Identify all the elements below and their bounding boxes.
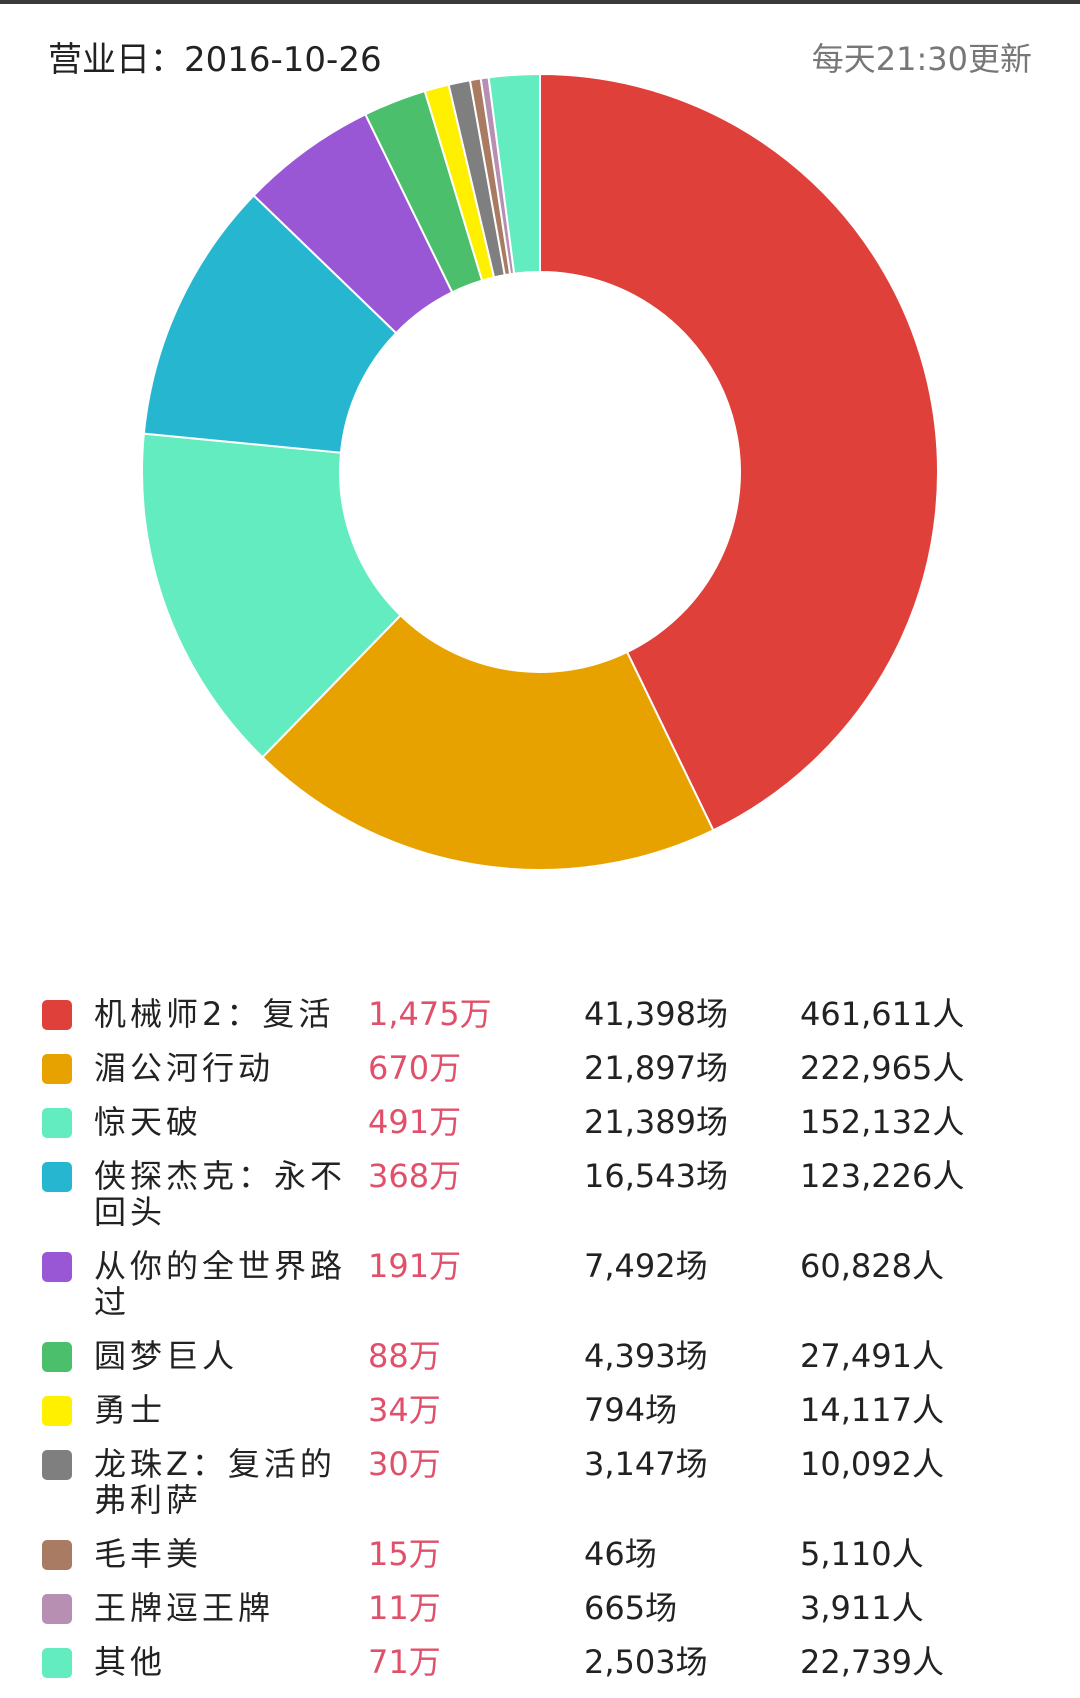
box-office-unit: 万 xyxy=(408,1391,441,1429)
box-office-unit: 万 xyxy=(408,1337,441,1375)
legend-row[interactable]: 毛丰美 15万 46场 5,110人 xyxy=(0,1536,1080,1572)
box-office-number: 71 xyxy=(368,1643,409,1681)
movie-name: 其他 xyxy=(94,1643,167,1681)
movie-name: 机械师2：复活 xyxy=(94,995,335,1033)
box-office-unit: 万 xyxy=(408,1643,441,1681)
screenings-count: 46场 xyxy=(584,1535,657,1573)
legend-swatch xyxy=(42,1054,72,1084)
box-office-number: 491 xyxy=(368,1103,430,1141)
screenings-count: 794场 xyxy=(584,1391,678,1429)
donut-slice[interactable] xyxy=(487,72,541,275)
attendance-count: 461,611人 xyxy=(800,995,965,1033)
box-office-unit: 万 xyxy=(429,1247,462,1285)
donut-slice[interactable] xyxy=(142,194,398,454)
box-office-number: 11 xyxy=(368,1589,409,1627)
attendance-count: 5,110人 xyxy=(800,1535,924,1573)
screenings-count: 16,543场 xyxy=(584,1157,728,1195)
box-office-unit: 万 xyxy=(408,1589,441,1627)
box-office-unit: 万 xyxy=(408,1535,441,1573)
screenings-count: 4,393场 xyxy=(584,1337,708,1375)
screenings-count: 2,503场 xyxy=(584,1643,708,1681)
legend-swatch xyxy=(42,1396,72,1426)
attendance-count: 222,965人 xyxy=(800,1049,965,1087)
attendance-count: 152,132人 xyxy=(800,1103,965,1141)
movie-name: 龙珠Z：复活的弗利萨 xyxy=(94,1445,336,1519)
attendance-count: 22,739人 xyxy=(800,1643,944,1681)
legend-row[interactable]: 侠探杰克：永不回头 368万 16,543场 123,226人 xyxy=(0,1158,1080,1230)
screenings-count: 665场 xyxy=(584,1589,678,1627)
screenings-count: 21,389场 xyxy=(584,1103,728,1141)
legend-row[interactable]: 惊天破 491万 21,389场 152,132人 xyxy=(0,1104,1080,1140)
attendance-count: 14,117人 xyxy=(800,1391,944,1429)
box-office-number: 670 xyxy=(368,1049,430,1087)
legend-row[interactable]: 龙珠Z：复活的弗利萨 30万 3,147场 10,092人 xyxy=(0,1446,1080,1518)
update-schedule: 每天21:30更新 xyxy=(811,40,1032,78)
donut-slice[interactable] xyxy=(261,613,715,871)
legend-swatch xyxy=(42,1540,72,1570)
legend-swatch xyxy=(42,1000,72,1030)
box-office-value: 191万 xyxy=(368,1248,461,1284)
box-office-value: 1,475万 xyxy=(368,996,492,1032)
box-office-number: 88 xyxy=(368,1337,409,1375)
legend-row[interactable]: 圆梦巨人 88万 4,393场 27,491人 xyxy=(0,1338,1080,1374)
box-office-number: 30 xyxy=(368,1445,409,1483)
legend-row[interactable]: 机械师2：复活 1,475万 41,398场 461,611人 xyxy=(0,996,1080,1032)
movie-name: 勇士 xyxy=(94,1391,167,1429)
legend-swatch xyxy=(42,1648,72,1678)
attendance-count: 3,911人 xyxy=(800,1589,924,1627)
screenings-count: 21,897场 xyxy=(584,1049,728,1087)
movie-name: 湄公河行动 xyxy=(94,1049,275,1087)
legend-row[interactable]: 王牌逗王牌 11万 665场 3,911人 xyxy=(0,1590,1080,1626)
movie-name: 圆梦巨人 xyxy=(94,1337,239,1375)
attendance-count: 60,828人 xyxy=(800,1247,944,1285)
movie-name: 侠探杰克：永不回头 xyxy=(94,1157,347,1231)
legend-swatch xyxy=(42,1108,72,1138)
legend-row[interactable]: 其他 71万 2,503场 22,739人 xyxy=(0,1644,1080,1680)
attendance-count: 123,226人 xyxy=(800,1157,965,1195)
donut-slice[interactable] xyxy=(539,72,939,832)
box-office-value: 11万 xyxy=(368,1590,441,1626)
legend: 机械师2：复活 1,475万 41,398场 461,611人 湄公河行动 670万 21,… xyxy=(0,996,1080,1698)
box-office-value: 368万 xyxy=(368,1158,461,1194)
screenings-count: 3,147场 xyxy=(584,1445,708,1483)
box-office-value: 71万 xyxy=(368,1644,441,1680)
legend-row[interactable]: 勇士 34万 794场 14,117人 xyxy=(0,1392,1080,1428)
screenings-count: 7,492场 xyxy=(584,1247,708,1285)
box-office-number: 34 xyxy=(368,1391,409,1429)
legend-swatch xyxy=(42,1342,72,1372)
movie-name: 毛丰美 xyxy=(94,1535,203,1573)
legend-swatch xyxy=(42,1252,72,1282)
box-office-value: 30万 xyxy=(368,1446,441,1482)
box-office-number: 191 xyxy=(368,1247,430,1285)
box-office-number: 15 xyxy=(368,1535,409,1573)
attendance-count: 27,491人 xyxy=(800,1337,944,1375)
box-office-value: 670万 xyxy=(368,1050,461,1086)
legend-row[interactable]: 湄公河行动 670万 21,897场 222,965人 xyxy=(0,1050,1080,1086)
box-office-value: 88万 xyxy=(368,1338,441,1374)
movie-name: 王牌逗王牌 xyxy=(94,1589,275,1627)
box-office-unit: 万 xyxy=(429,1049,462,1087)
legend-swatch xyxy=(42,1450,72,1480)
box-office-value: 15万 xyxy=(368,1536,441,1572)
business-date: 营业日：2016-10-26 xyxy=(48,40,382,80)
attendance-count: 10,092人 xyxy=(800,1445,944,1483)
box-office-value: 491万 xyxy=(368,1104,461,1140)
donut-chart xyxy=(141,72,939,871)
screenings-count: 41,398场 xyxy=(584,995,728,1033)
box-office-value: 34万 xyxy=(368,1392,441,1428)
box-office-number: 1,475 xyxy=(368,995,460,1033)
donut-slice[interactable] xyxy=(141,432,402,759)
box-office-unit: 万 xyxy=(459,995,492,1033)
box-office-number: 368 xyxy=(368,1157,430,1195)
top-border xyxy=(0,0,1080,4)
box-office-unit: 万 xyxy=(429,1103,462,1141)
legend-row[interactable]: 从你的全世界路过 191万 7,492场 60,828人 xyxy=(0,1248,1080,1320)
movie-name: 惊天破 xyxy=(94,1103,203,1141)
movie-name: 从你的全世界路过 xyxy=(94,1247,347,1321)
legend-swatch xyxy=(42,1594,72,1624)
box-office-unit: 万 xyxy=(429,1157,462,1195)
legend-swatch xyxy=(42,1162,72,1192)
box-office-unit: 万 xyxy=(408,1445,441,1483)
